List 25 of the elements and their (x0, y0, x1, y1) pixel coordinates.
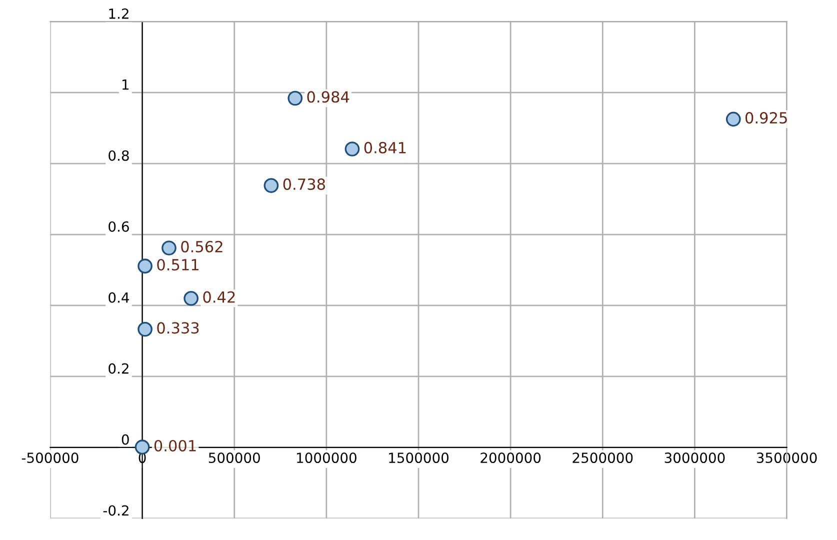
data-label: 0.333 (157, 322, 199, 334)
x-tick-label: 2000000 (480, 452, 541, 464)
x-tick-label: 1000000 (297, 452, 356, 464)
x-tick-label: -500000 (22, 452, 78, 464)
data-label: 0.738 (283, 178, 325, 190)
data-label: 0.841 (364, 142, 406, 154)
data-label: 0.562 (181, 240, 222, 252)
y-tick-label: 0.2 (108, 363, 128, 374)
data-label: 0.511 (157, 258, 198, 271)
y-tick-label: 1.2 (109, 8, 128, 19)
y-tick-label: 0 (122, 434, 129, 445)
y-tick-label: 1 (122, 80, 129, 90)
x-tick-label: 2500000 (572, 452, 633, 464)
x-tick-label: 3500000 (756, 452, 817, 464)
data-label: 0.42 (203, 291, 235, 303)
y-tick-label: 0.8 (108, 150, 129, 161)
data-label: 0.925 (746, 112, 787, 124)
x-tick-label: 500000 (208, 452, 260, 464)
data-label: 0.001 (154, 440, 196, 452)
data-label: 0.984 (307, 91, 350, 103)
y-tick-label: 0.4 (108, 292, 130, 303)
x-tick-label: 1500000 (389, 452, 449, 464)
y-tick-label: -0.2 (103, 505, 128, 516)
x-tick-label: 3000000 (664, 452, 725, 464)
y-tick-label: 0.6 (108, 221, 129, 232)
